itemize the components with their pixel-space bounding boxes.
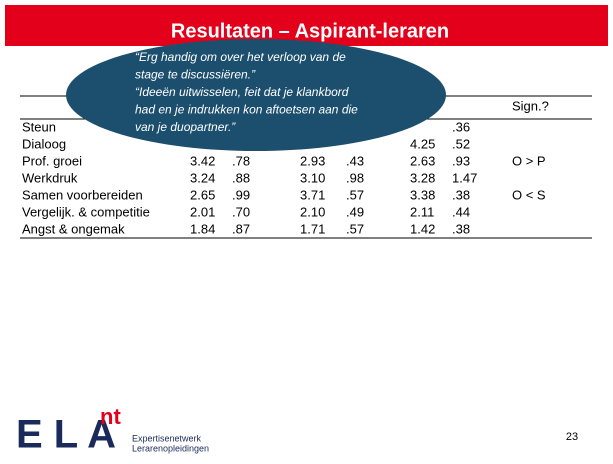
row-label: Vergelijk. & competitie (22, 204, 150, 219)
logo-sup: nt (100, 404, 121, 429)
cell: 2.10 (300, 204, 325, 219)
quote-line: stage te discussiëren.” (135, 68, 256, 82)
cell: .38 (452, 221, 470, 236)
cell: 1.84 (190, 221, 215, 236)
cell: 3.24 (190, 170, 215, 185)
cell: .52 (452, 136, 470, 151)
cell: 3.38 (410, 187, 435, 202)
cell: .57 (346, 187, 364, 202)
cell: .44 (452, 204, 470, 219)
sign: O > P (512, 153, 546, 168)
cell: 4.25 (410, 136, 435, 151)
cell: .38 (452, 187, 470, 202)
row-label: Dialoog (22, 136, 66, 151)
cell: 3.28 (410, 170, 435, 185)
cell: 1.42 (410, 221, 435, 236)
cell: .43 (346, 153, 364, 168)
cell: .99 (232, 187, 250, 202)
cell: .49 (346, 204, 364, 219)
cell: .88 (232, 170, 250, 185)
cell: .70 (232, 204, 250, 219)
sign-header: Sign.? (512, 98, 549, 113)
header-bar (5, 5, 608, 46)
page-number: 23 (566, 431, 578, 443)
cell: 2.63 (410, 153, 435, 168)
cell: .36 (452, 119, 470, 134)
cell: 3.71 (300, 187, 325, 202)
row-label: Steun (22, 119, 56, 134)
quote-line: van je duopartner.” (135, 120, 236, 134)
cell: 2.11 (410, 204, 434, 219)
cell: .57 (346, 221, 364, 236)
row-label: Prof. groei (22, 153, 82, 168)
quote-line: had en je indrukken kon aftoetsen aan di… (135, 103, 358, 117)
callout (66, 39, 446, 151)
row-label: Werkdruk (22, 170, 78, 185)
title: Resultaten – Aspirant-leraren (171, 20, 449, 42)
cell: 3.10 (300, 170, 325, 185)
logo-letters: E L A (16, 413, 116, 457)
cell: .87 (232, 221, 250, 236)
cell: .78 (232, 153, 250, 168)
quote-line: “Erg handig om over het verloop van de (135, 50, 346, 64)
cell: .93 (452, 153, 470, 168)
cell: 2.93 (300, 153, 325, 168)
cell: 1.47 (452, 170, 477, 185)
row-label: Samen voorbereiden (22, 187, 143, 202)
sign: O < S (512, 187, 546, 202)
logo-line2: Lerarenopleidingen (132, 443, 209, 453)
row-label: Angst & ongemak (22, 221, 125, 236)
cell: .98 (346, 170, 364, 185)
logo-line1: Expertisenetwerk (132, 433, 202, 443)
cell: 2.01 (190, 204, 215, 219)
quote-line: “Ideeën uitwisselen, feit dat je klankbo… (135, 85, 349, 99)
cell: 1.71 (300, 221, 325, 236)
cell: 2.65 (190, 187, 215, 202)
cell: 3.42 (190, 153, 215, 168)
